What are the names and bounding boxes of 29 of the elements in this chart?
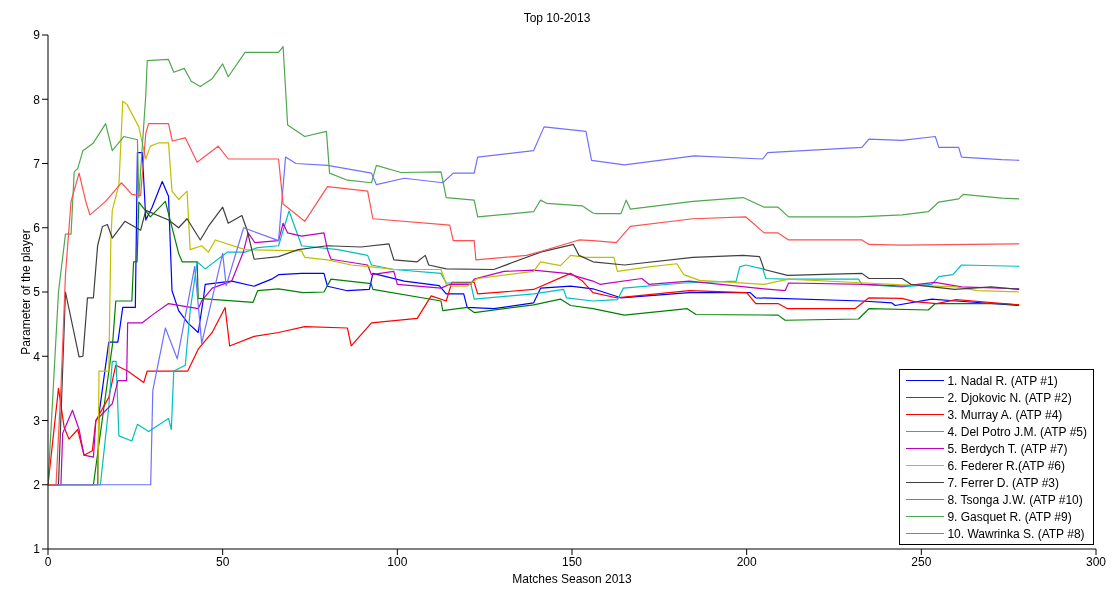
legend-label: 10. Wawrinka S. (ATP #8): [947, 526, 1085, 541]
legend-label: 4. Del Potro J.M. (ATP #5): [947, 424, 1087, 439]
x-tick-label: 0: [44, 554, 52, 569]
y-tick-label: 8: [33, 92, 41, 107]
legend-label: 1. Nadal R. (ATP #1): [947, 373, 1058, 388]
legend-label: 6. Federer R.(ATP #6): [947, 458, 1065, 473]
chart-title: Top 10-2013: [523, 11, 591, 25]
y-tick-label: 2: [33, 478, 41, 493]
y-tick-label: 7: [33, 156, 41, 171]
y-tick-label: 9: [33, 28, 41, 43]
x-tick-label: 150: [561, 554, 583, 569]
y-axis-title: Parameter of the player: [19, 229, 34, 355]
legend-label: 3. Murray A. (ATP #4): [947, 407, 1063, 422]
legend-label: 7. Ferrer D. (ATP #3): [947, 475, 1059, 490]
legend-label: 2. Djokovic N. (ATP #2): [947, 390, 1072, 405]
legend-label: 8. Tsonga J.W. (ATP #10): [947, 492, 1083, 507]
y-tick-label: 4: [33, 349, 41, 364]
y-tick-label: 6: [33, 221, 41, 236]
x-tick-label: 300: [1085, 554, 1107, 569]
y-tick-label: 5: [33, 285, 41, 300]
x-tick-label: 100: [387, 554, 408, 569]
y-tick-label: 3: [33, 413, 41, 428]
legend-label: 5. Berdych T. (ATP #7): [947, 441, 1068, 456]
x-tick-label: 200: [736, 554, 757, 569]
legend-label: 9. Gasquet R. (ATP #9): [947, 509, 1072, 524]
x-tick-label: 50: [215, 554, 230, 569]
x-axis-title: Matches Season 2013: [512, 572, 633, 586]
y-tick-label: 1: [33, 542, 41, 557]
x-tick-label: 250: [911, 554, 932, 569]
